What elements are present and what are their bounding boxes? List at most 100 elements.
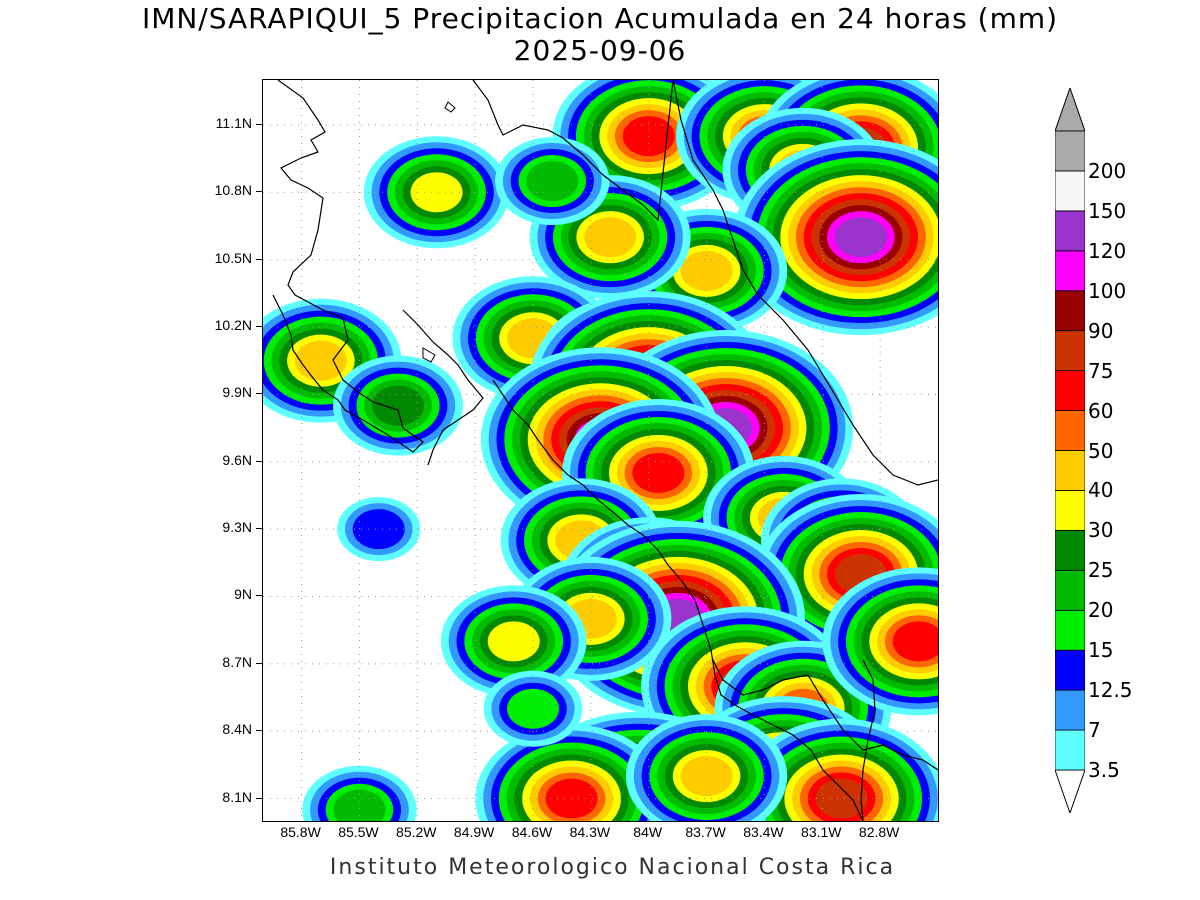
colorbar-swatch xyxy=(1055,689,1085,731)
colorbar-level-label: 90 xyxy=(1088,318,1114,343)
precipitation-field xyxy=(263,80,938,821)
colorbar-level-label: 40 xyxy=(1088,478,1114,503)
colorbar-level-label: 200 xyxy=(1088,158,1127,183)
lat-tick xyxy=(256,191,262,193)
colorbar-swatch xyxy=(1055,130,1085,172)
lon-tick-label: 84.9W xyxy=(453,824,495,840)
precip-cell xyxy=(452,276,614,401)
colorbar-swatch xyxy=(1055,529,1085,571)
lat-tick xyxy=(256,730,262,732)
colorbar-level-label: 15 xyxy=(1088,638,1114,663)
colorbar-level-label: 7 xyxy=(1088,718,1101,743)
lon-tick-label: 85.8W xyxy=(280,824,321,840)
lon-tick-label: 85.2W xyxy=(396,824,437,840)
map-date: 2025-09-06 xyxy=(513,34,687,67)
lat-tick xyxy=(256,326,262,327)
lat-tick-label: 8.1N xyxy=(222,788,252,805)
precip-cell xyxy=(475,724,668,821)
precip-contour xyxy=(680,250,733,291)
lat-tick-label: 11.1N xyxy=(215,114,252,131)
lon-tick-label: 84.6W xyxy=(511,824,553,840)
precip-contour xyxy=(487,621,540,662)
colorbar-swatch xyxy=(1055,330,1085,372)
lat-tick-label: 9.3N xyxy=(222,519,252,536)
colorbar-swatch xyxy=(1055,250,1085,292)
colorbar-level-label: 75 xyxy=(1088,358,1114,383)
precip-contour xyxy=(352,509,405,550)
precip-cell xyxy=(363,136,510,249)
lat-tick xyxy=(256,460,262,462)
colorbar-swatch xyxy=(1055,170,1085,212)
lon-tick-label: 84W xyxy=(633,824,663,840)
colorbar-swatch xyxy=(1055,649,1085,691)
colorbar-swatch xyxy=(1055,609,1085,651)
lat-tick xyxy=(256,662,262,664)
lon-tick-label: 84.3W xyxy=(569,824,611,840)
lat-tick-label: 10.5N xyxy=(214,249,252,266)
lon-tick-label: 83.7W xyxy=(685,824,726,840)
colorbar-level-label: 20 xyxy=(1088,598,1114,623)
lat-tick-label: 10.2N xyxy=(214,317,252,333)
colorbar-level-label: 120 xyxy=(1088,238,1127,263)
map-grid xyxy=(263,80,938,821)
precip-contour xyxy=(584,217,637,258)
lon-tick-label: 83.1W xyxy=(801,824,842,840)
lat-tick-label: 8.7N xyxy=(222,653,252,670)
lat-tick-label: 8.4N xyxy=(222,721,252,738)
lat-tick xyxy=(256,123,262,125)
precip-contour xyxy=(507,688,559,729)
lat-tick xyxy=(256,595,262,597)
precip-contour xyxy=(892,621,938,662)
colorbar-level-label: 150 xyxy=(1088,198,1127,223)
precip-cell xyxy=(440,585,587,698)
coastline xyxy=(272,80,938,821)
lat-tick xyxy=(256,393,262,395)
lat-tick-label: 9N xyxy=(234,586,252,603)
precip-contour xyxy=(333,789,386,821)
colorbar-swatch xyxy=(1055,450,1085,491)
lon-tick-label: 82.8W xyxy=(858,824,900,840)
colorbar-swatch xyxy=(1055,290,1085,332)
lat-tick-label: 10.8N xyxy=(214,182,252,199)
colorbar-swatch xyxy=(1055,370,1085,411)
colorbar-level-label: 60 xyxy=(1088,398,1114,423)
lat-tick-label: 9.6N xyxy=(222,451,252,468)
lat-tick xyxy=(256,258,262,260)
colorbar-under-triangle xyxy=(1055,769,1085,813)
map-title: IMN/SARAPIQUI_5 Precipitacion Acumulada … xyxy=(141,2,1059,35)
colorbar-swatch xyxy=(1055,569,1085,611)
precip-cell xyxy=(483,670,583,747)
precip-cell xyxy=(733,139,938,336)
precipitation-map xyxy=(263,80,938,821)
colorbar-over-triangle xyxy=(1055,88,1085,132)
colorbar-swatch xyxy=(1055,729,1085,771)
precip-contour xyxy=(815,778,868,819)
precip-cell xyxy=(822,567,938,716)
colorbar-level-label: 50 xyxy=(1088,438,1114,463)
colorbar-level-label: 30 xyxy=(1088,518,1114,543)
precip-contour xyxy=(834,217,887,258)
precip-contour xyxy=(410,172,463,213)
precip-contour xyxy=(294,340,347,381)
precip-contour xyxy=(680,756,733,797)
precip-cell xyxy=(333,355,463,456)
precip-cell xyxy=(495,137,610,226)
lon-tick-label: 85.5W xyxy=(338,824,379,840)
colorbar-swatch xyxy=(1055,490,1085,531)
footer-credit: Instituto Meteorologico Nacional Costa R… xyxy=(329,855,896,880)
lat-tick xyxy=(256,797,262,799)
colorbar-level-label: 3.5 xyxy=(1088,758,1120,782)
colorbar-level-label: 100 xyxy=(1088,278,1127,303)
colorbar xyxy=(1055,88,1085,813)
lat-tick-label: 9.9N xyxy=(222,384,252,401)
colorbar-level-label: 12.5 xyxy=(1088,678,1133,703)
map-plot-area xyxy=(262,79,939,822)
precip-contour xyxy=(372,385,424,426)
precip-cell xyxy=(302,765,417,821)
colorbar-swatch xyxy=(1055,210,1085,252)
precip-contour xyxy=(526,161,579,202)
colorbar-swatch xyxy=(1055,410,1085,451)
precip-cell xyxy=(337,497,421,562)
lon-tick-label: 83.4W xyxy=(743,824,784,840)
colorbar-level-label: 25 xyxy=(1088,558,1114,583)
